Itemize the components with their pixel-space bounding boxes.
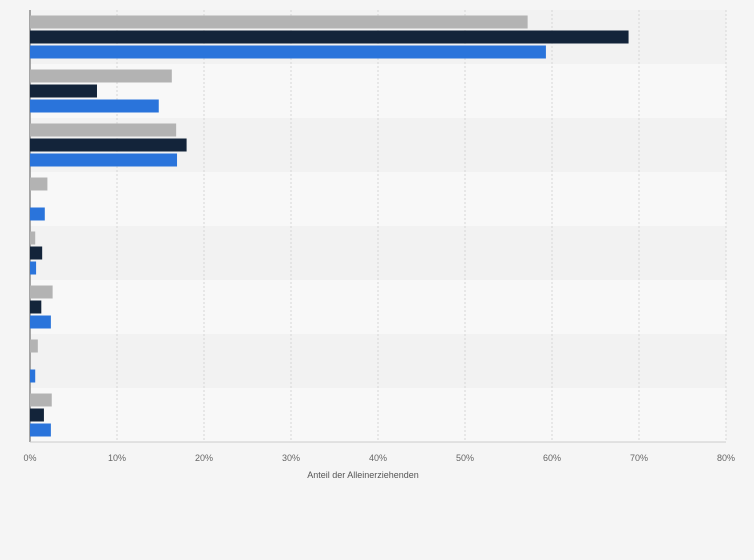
bar-series-3 [30, 207, 45, 221]
gridlines [29, 10, 727, 443]
bar-series-1 [30, 15, 528, 29]
bar-series-1 [30, 177, 48, 191]
x-tick-label: 70% [630, 453, 648, 463]
bar-series-1 [30, 339, 38, 353]
x-axis-title: Anteil der Alleinerziehenden [307, 470, 419, 480]
bar-series-3 [30, 315, 51, 329]
x-tick-label: 20% [195, 453, 213, 463]
bar-series-1 [30, 231, 36, 245]
x-tick-label: 0% [23, 453, 36, 463]
bar-series-1 [30, 285, 53, 299]
x-tick-label: 50% [456, 453, 474, 463]
bar-series-2 [30, 30, 629, 44]
bar-series-1 [30, 69, 172, 83]
x-tick-label: 10% [108, 453, 126, 463]
bar-series-2 [30, 246, 43, 260]
bar-series-3 [30, 45, 546, 59]
bar-series-3 [30, 261, 37, 275]
x-tick-label: 40% [369, 453, 387, 463]
bar-series-2 [30, 84, 97, 98]
bar-series-1 [30, 393, 52, 407]
bar-series-2 [30, 300, 42, 314]
x-tick-label: 60% [543, 453, 561, 463]
bar-series-2 [30, 138, 187, 152]
bar-series-1 [30, 123, 177, 137]
x-tick-label: 80% [717, 453, 735, 463]
bars [30, 15, 629, 437]
bar-series-3 [30, 153, 178, 167]
bar-series-3 [30, 423, 51, 437]
x-tick-label: 30% [282, 453, 300, 463]
bar-series-3 [30, 99, 159, 113]
x-tick-labels: 0% 10% 20% 30% 40% 50% 60% 70% 80% [23, 453, 735, 463]
bar-series-3 [30, 369, 36, 383]
bar-series-2 [30, 408, 44, 422]
